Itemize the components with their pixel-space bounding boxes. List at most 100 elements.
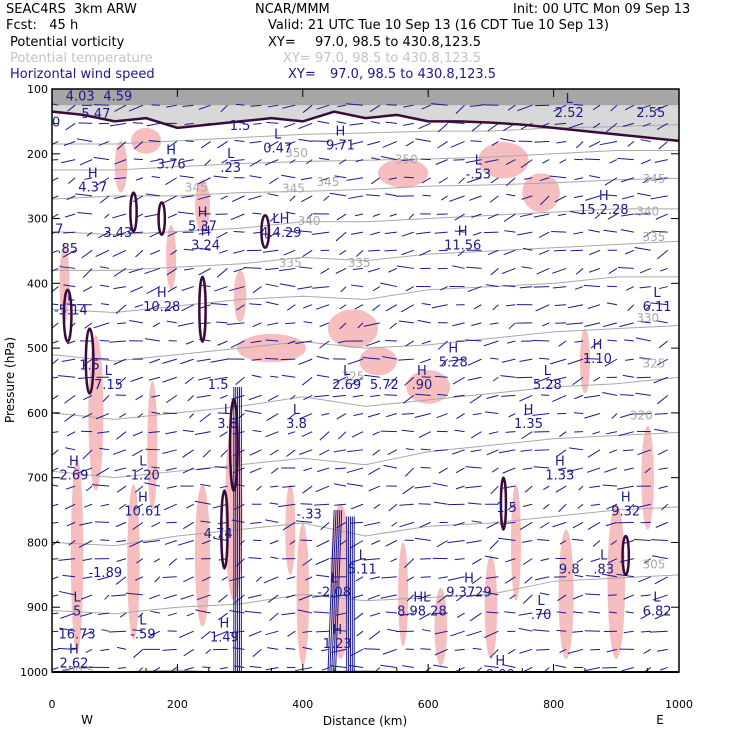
wind-vector-538 — [316, 574, 330, 578]
wind-vector-525 — [319, 340, 330, 349]
wind-vector-1153 — [656, 122, 668, 131]
wind-vector-1093 — [621, 195, 634, 200]
x-tick-label-2: 400 — [292, 698, 313, 711]
pv-shade-24 — [194, 179, 211, 232]
wind-vector-439 — [265, 519, 279, 523]
wind-vector-145 — [119, 413, 127, 418]
wind-vector-653 — [385, 339, 397, 342]
wind-vector-992 — [573, 103, 584, 106]
wind-vector-1144 — [634, 538, 651, 542]
extremum-type-29: L — [343, 364, 351, 379]
wind-vector-463 — [281, 374, 296, 378]
theta-label-5: 345 — [642, 172, 665, 186]
extremum-value-15: 5.37 — [188, 219, 217, 234]
wind-vector-1129 — [639, 267, 651, 274]
extrema-labels: 350 350 345 345 345 345 340 340 335 335 335 330 325 3… — [47, 76, 672, 672]
wind-vector-895 — [502, 664, 516, 668]
wind-vector-1155 — [654, 159, 668, 163]
wind-vector-466 — [287, 431, 296, 435]
axes: 0 200 400 600 800 1000 100 200 300 400 500 600 700 80… — [20, 83, 693, 711]
wind-vector-282 — [183, 576, 194, 583]
wind-vector-975 — [549, 376, 567, 382]
wind-vector-935 — [538, 231, 550, 238]
wind-vector-869 — [506, 193, 516, 197]
extremum-type-1: H — [113, 76, 123, 91]
pv-shade-19 — [641, 425, 654, 530]
wind-vector-216 — [143, 540, 160, 544]
wind-vector-1103 — [622, 374, 634, 378]
wind-vector-107 — [101, 303, 110, 306]
wind-vector-440 — [269, 540, 279, 545]
theta-label-15: 305 — [642, 557, 665, 571]
wind-vector-1072 — [602, 392, 618, 396]
wind-vector-102 — [104, 213, 110, 219]
wind-vector-793 — [454, 558, 465, 561]
wind-vector-739 — [435, 159, 448, 165]
wind-vector-235 — [164, 304, 178, 312]
wind-vector-1030 — [594, 213, 601, 219]
wind-vector-545 — [336, 121, 347, 124]
wind-vector-794 — [447, 576, 465, 581]
wind-vector-352 — [235, 103, 245, 106]
wind-vector-539 — [312, 594, 330, 598]
wind-vector-732 — [419, 612, 431, 620]
wind-vector-578 — [351, 140, 364, 145]
wind-vector-425 — [265, 267, 279, 271]
wind-vector-428 — [267, 322, 279, 326]
wind-vector-146 — [116, 431, 127, 440]
wind-vector-314 — [202, 576, 211, 582]
wind-vector-1152 — [654, 104, 668, 111]
wind-vector-654 — [382, 356, 397, 360]
wind-vector-691 — [405, 448, 414, 451]
wind-vector-752 — [437, 393, 448, 396]
extremum-type-50: L — [73, 591, 81, 606]
wind-vector-514 — [311, 140, 330, 142]
wind-vector-164 — [135, 177, 144, 181]
wind-vector-1119 — [621, 666, 634, 672]
extremum-value-21: -5.14 — [54, 303, 88, 318]
wind-vector-303 — [197, 376, 211, 381]
wind-vector-172 — [129, 319, 144, 324]
wind-vector-1009 — [573, 412, 584, 415]
wind-vector-891 — [509, 594, 516, 600]
wind-vector-273 — [189, 413, 195, 419]
pv-contour-7 — [157, 201, 167, 237]
wind-vector-922 — [524, 576, 533, 584]
wind-vector-388 — [249, 175, 262, 179]
organization: NCAR/MMM — [255, 2, 330, 17]
extremum-type-22: H — [157, 286, 167, 301]
wind-vector-382 — [232, 647, 245, 650]
extremum-value-52: .70 — [531, 608, 552, 623]
wind-vector-355 — [230, 159, 245, 162]
wind-vector-488 — [302, 249, 313, 257]
wind-vector-1169 — [654, 413, 668, 415]
theta-label-2: 345 — [282, 182, 305, 196]
wind-vector-896 — [517, 104, 533, 112]
wind-vector-756 — [438, 467, 448, 474]
extremum-value-54: 16.73 — [58, 627, 95, 642]
wind-vector-230 — [167, 213, 177, 219]
wind-vector-106 — [100, 284, 110, 288]
wind-vector-582 — [354, 213, 364, 217]
wind-vector-386 — [249, 140, 262, 144]
wind-vector-331 — [210, 302, 228, 306]
theta-label-14: 320 — [630, 408, 653, 422]
wind-vector-484 — [300, 177, 313, 181]
wind-vector-1086 — [606, 648, 618, 653]
extremum-value-18: 17 — [47, 223, 64, 238]
wind-vector-110 — [94, 358, 110, 360]
extremum-value-26: 5.28 — [439, 355, 468, 370]
extremum-value-39: 10.61 — [124, 504, 161, 519]
valid-time: Valid: 21 UTC Tue 10 Sep 13 (16 CDT Tue … — [268, 18, 609, 33]
wind-vector-195 — [150, 159, 160, 163]
wind-vector-26 — [52, 576, 59, 580]
wind-vector-821 — [465, 485, 482, 489]
wind-vector-322 — [216, 141, 228, 149]
wind-vector-556 — [339, 322, 347, 330]
extremum-type-34: L — [293, 403, 301, 418]
wind-vector-1136 — [635, 392, 651, 396]
wind-vector-349 — [213, 630, 228, 638]
wind-vector-113 — [95, 413, 110, 420]
wind-vector-271 — [184, 376, 195, 385]
wind-vector-991 — [555, 664, 567, 668]
